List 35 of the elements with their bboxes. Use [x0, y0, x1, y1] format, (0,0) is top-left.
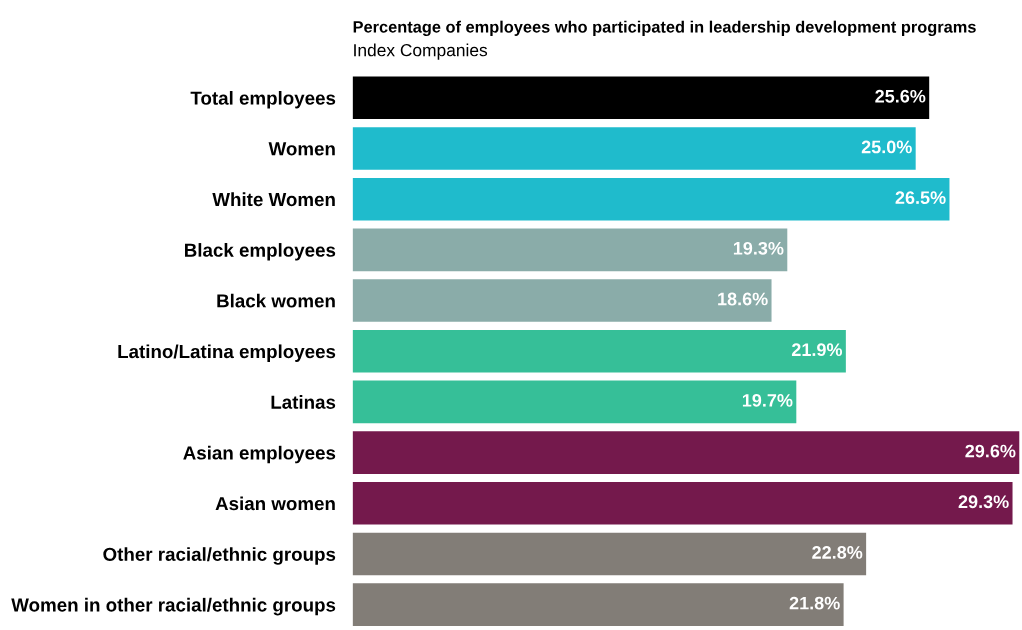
y-tick-label: Latinas	[271, 395, 336, 409]
chart-title: Percentage of employees who participated in leadership development programs	[353, 20, 976, 37]
y-tick-label: Asian employees	[183, 445, 336, 464]
bar	[352, 583, 844, 626]
y-tick-label: Other racial/ethnic groups	[103, 547, 336, 565]
y-tick-label: Women	[268, 142, 335, 156]
chart-subtitle: Index Companies	[354, 43, 488, 60]
bar	[352, 380, 797, 424]
y-tick-label: Asian women	[215, 496, 335, 511]
data-label: 21.8%	[789, 596, 840, 610]
data-label: 19.3%	[733, 241, 784, 255]
y-tick-label: Black women	[217, 293, 335, 308]
y-tick-label: Women in other racial/ethnic groups	[11, 597, 336, 616]
y-tick-label: Black employees	[185, 243, 336, 261]
y-tick-label: Total employees	[190, 91, 336, 109]
bar	[352, 532, 867, 576]
bar	[352, 482, 1013, 525]
bar	[352, 431, 1020, 474]
data-label: 19.7%	[742, 393, 793, 407]
bar	[352, 329, 846, 373]
data-label: 25.0%	[861, 140, 912, 154]
bar	[352, 279, 772, 322]
data-label: 22.8%	[812, 546, 863, 559]
bar	[352, 177, 950, 221]
data-label: 21.9%	[791, 343, 843, 357]
bar	[352, 76, 930, 120]
data-label: 29.3%	[958, 495, 1009, 509]
data-label: 29.6%	[965, 444, 1016, 458]
data-label: 18.6%	[718, 292, 768, 306]
data-label: 26.5%	[895, 191, 946, 205]
data-label: 25.6%	[875, 89, 926, 103]
y-tick-label: White Women	[212, 192, 335, 207]
bar	[352, 127, 916, 170]
y-tick-label: Latino/Latina employees	[118, 344, 336, 362]
bar	[352, 228, 788, 272]
